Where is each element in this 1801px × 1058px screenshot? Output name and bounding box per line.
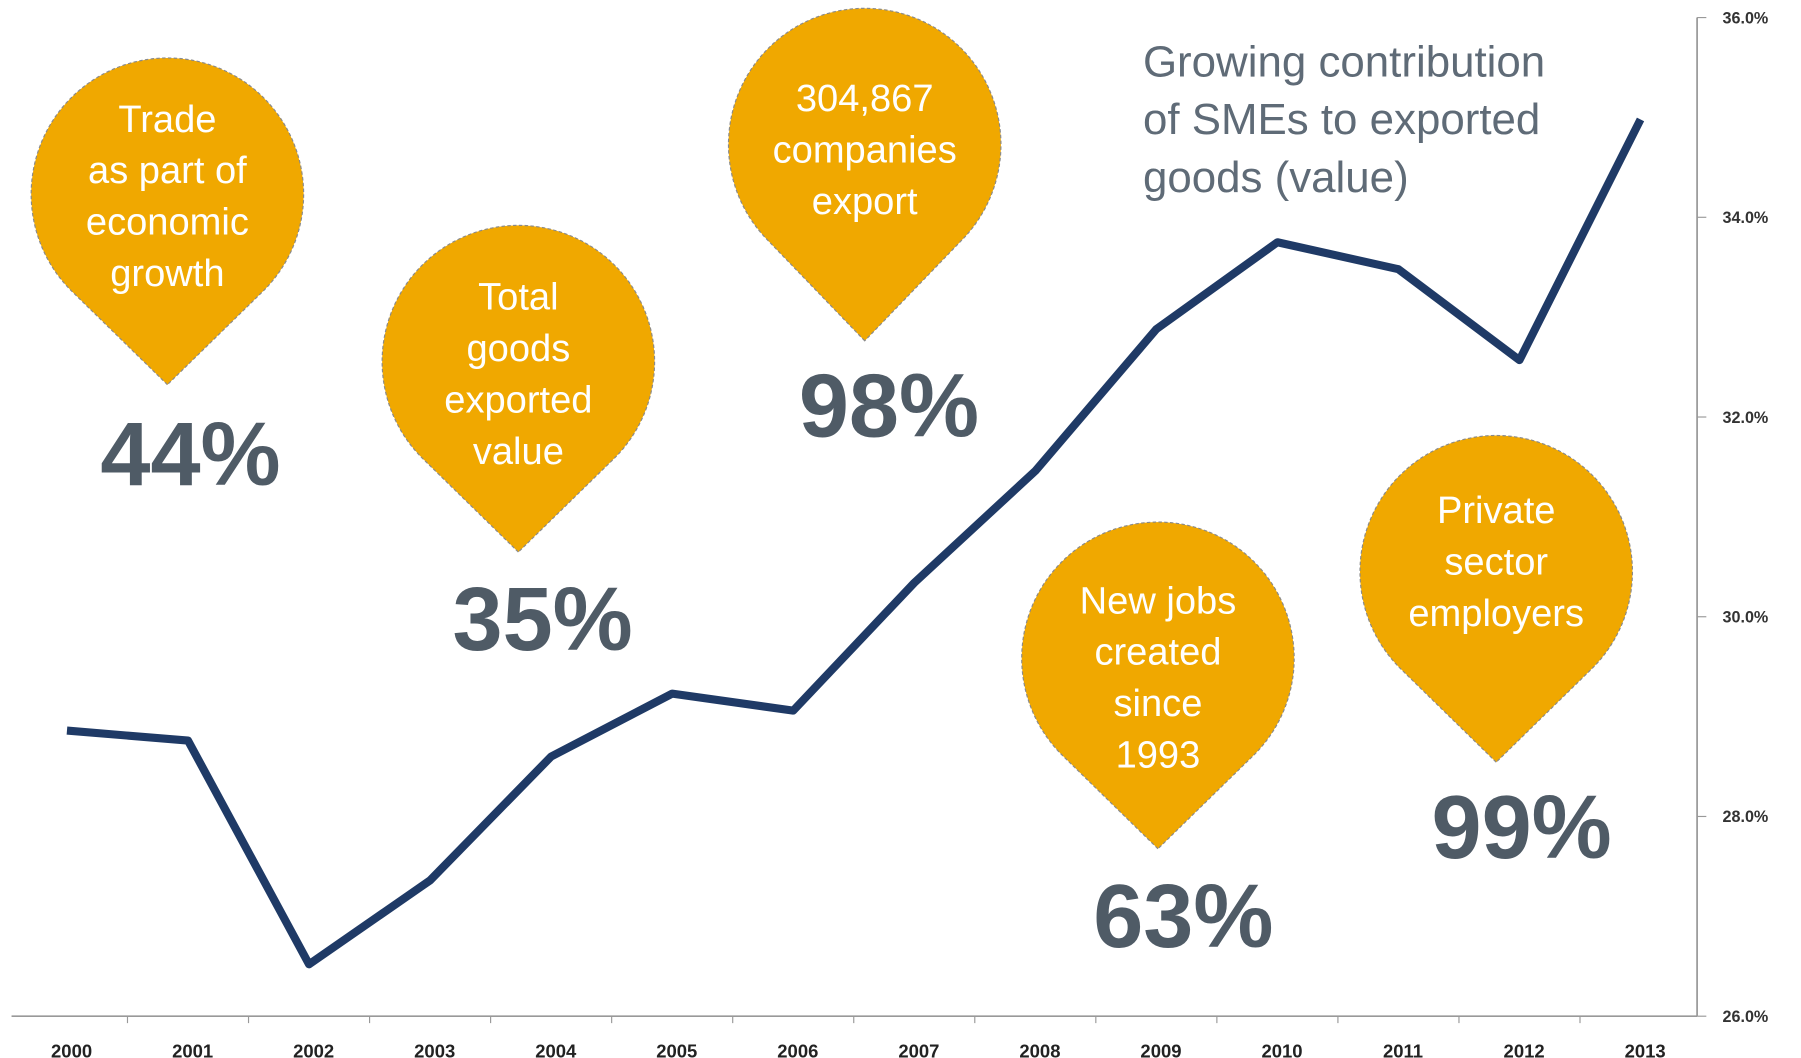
pin-text: companies — [773, 129, 957, 171]
x-tick-label: 2002 — [293, 1041, 334, 1058]
pin-text: employers — [1408, 593, 1584, 635]
x-tick-label: 2003 — [414, 1041, 455, 1058]
x-tick-label: 2009 — [1140, 1041, 1181, 1058]
pin — [381, 224, 656, 553]
y-tick-label: 36.0% — [1722, 9, 1768, 27]
pin-text: New jobs — [1080, 580, 1237, 622]
pin-text: 1993 — [1116, 734, 1201, 776]
chart-title: Growing contribution — [1143, 37, 1545, 86]
chart-title: goods (value) — [1143, 153, 1409, 202]
pin-text: created — [1094, 632, 1221, 674]
x-tick-label: 2008 — [1019, 1041, 1060, 1058]
pin-text: growth — [110, 253, 224, 295]
pin-text: value — [473, 431, 564, 473]
x-tick-label: 2010 — [1261, 1041, 1302, 1058]
x-tick-label: 2000 — [51, 1041, 92, 1058]
pin — [1359, 434, 1633, 764]
pin-text: Total — [478, 277, 558, 319]
x-tick-label: 2012 — [1504, 1041, 1545, 1058]
x-tick-label: 2013 — [1625, 1041, 1666, 1058]
pin-text: sector — [1444, 542, 1548, 584]
pin — [1021, 521, 1295, 850]
y-tick-label: 30.0% — [1722, 609, 1768, 627]
x-tick-label: 2006 — [777, 1041, 818, 1058]
y-tick-label: 34.0% — [1722, 209, 1768, 227]
pin-text: goods — [466, 328, 570, 370]
y-tick-label: 32.0% — [1722, 409, 1768, 427]
pin — [30, 57, 305, 386]
x-tick-label: 2004 — [535, 1041, 577, 1058]
pin — [727, 7, 1002, 342]
chart-title: of SMEs to exported — [1143, 95, 1540, 144]
pin-text: 304,867 — [796, 78, 934, 120]
pin-stat: 99% — [1431, 777, 1611, 878]
pin-text: Private — [1437, 490, 1556, 532]
pin-stat: 98% — [799, 356, 979, 457]
line-series — [66, 117, 1645, 969]
x-tick-label: 2001 — [172, 1041, 213, 1058]
pin-stat: 44% — [100, 404, 280, 505]
x-tick-label: 2011 — [1383, 1041, 1423, 1058]
x-tick-label: 2005 — [656, 1041, 697, 1058]
pin-text: Trade — [118, 99, 216, 141]
pin-text: export — [812, 181, 918, 223]
pin-text: exported — [444, 379, 592, 421]
pin-stat: 35% — [452, 569, 632, 670]
x-tick-label: 2007 — [898, 1041, 939, 1058]
y-tick-label: 26.0% — [1722, 1008, 1768, 1026]
pin-text: as part of — [88, 150, 247, 192]
y-tick-label: 28.0% — [1722, 808, 1768, 826]
pin-stat: 63% — [1093, 866, 1273, 967]
pin-text: economic — [86, 202, 249, 244]
pin-text: since — [1113, 683, 1202, 725]
